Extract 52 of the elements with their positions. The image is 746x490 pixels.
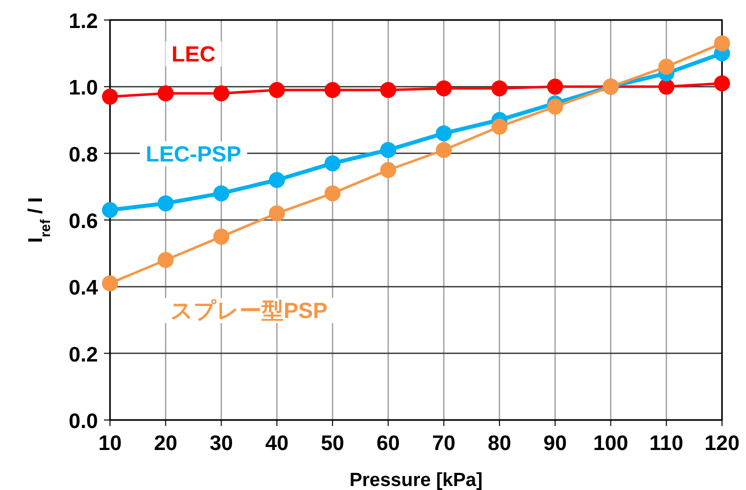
point — [658, 78, 674, 95]
x-tick-label: 60 — [376, 432, 400, 455]
point — [380, 142, 396, 158]
point — [714, 35, 730, 52]
y-tick-label: 1.2 — [68, 10, 98, 33]
point — [436, 80, 452, 96]
point — [268, 82, 285, 98]
point — [491, 80, 508, 96]
series-label: LEC-PSP — [146, 141, 242, 166]
point — [213, 85, 230, 102]
point — [324, 155, 341, 172]
y-tick-label: 1.0 — [68, 76, 98, 100]
point — [268, 172, 285, 188]
point — [158, 195, 174, 212]
point — [158, 252, 174, 268]
x-tick-label: 110 — [649, 432, 684, 455]
x-tick-label: 50 — [320, 432, 344, 455]
point — [547, 78, 564, 95]
point — [491, 118, 508, 135]
point — [102, 88, 118, 105]
point — [436, 142, 452, 158]
point — [268, 205, 285, 222]
x-tick-label: 120 — [704, 432, 740, 455]
point — [102, 275, 118, 292]
point — [324, 185, 341, 202]
point — [380, 162, 396, 178]
point — [436, 125, 452, 142]
series-label: スプレー型PSP — [170, 298, 328, 323]
x-axis-title: Pressure [kPa] — [349, 470, 483, 490]
y-tick-label: 0.2 — [68, 343, 98, 366]
point — [547, 98, 564, 115]
x-tick-label: 10 — [98, 432, 122, 455]
x-tick-label: 80 — [488, 432, 512, 455]
x-tick-label: 30 — [210, 432, 233, 455]
x-tick-label: 100 — [593, 432, 628, 455]
x-tick-label: 20 — [154, 432, 178, 455]
point — [658, 58, 674, 75]
series-label: LEC — [171, 41, 216, 66]
point — [158, 85, 174, 102]
x-tick-label: 40 — [265, 432, 289, 455]
point — [714, 75, 730, 92]
point — [380, 82, 396, 98]
y-tick-label: 0.4 — [68, 276, 98, 300]
x-tick-label: 70 — [432, 432, 456, 455]
point — [102, 202, 118, 218]
y-tick-label: 0.6 — [68, 210, 98, 233]
point — [213, 228, 230, 245]
y-tick-label: 0.0 — [68, 410, 98, 433]
point — [324, 82, 341, 98]
y-tick-label: 0.8 — [68, 143, 98, 166]
x-tick-label: 90 — [543, 432, 567, 455]
point — [213, 185, 230, 202]
